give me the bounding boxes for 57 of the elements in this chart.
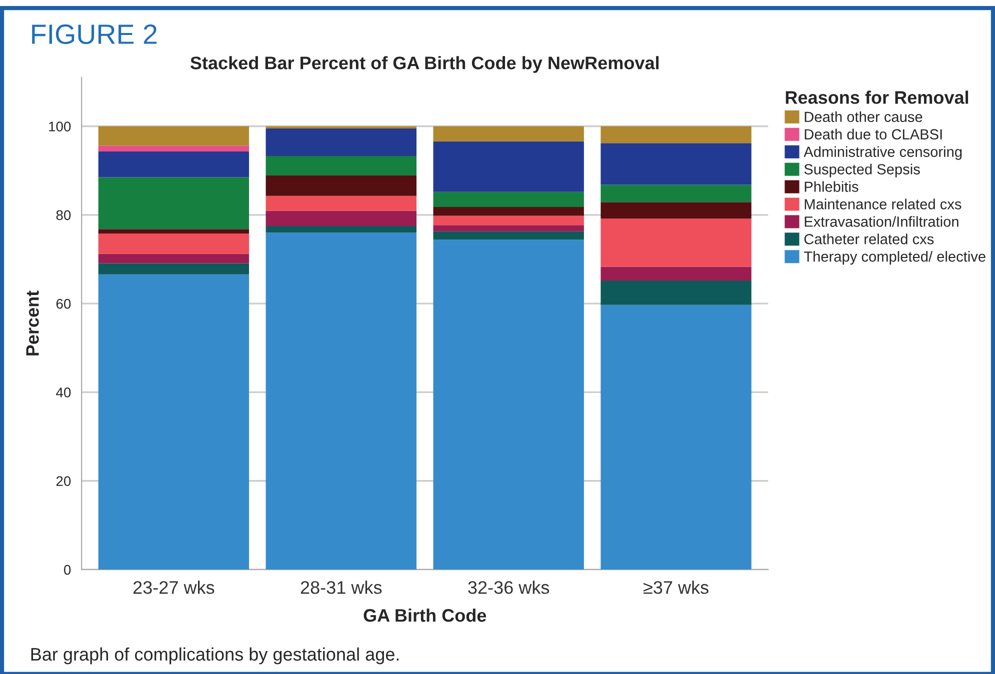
bar bbox=[266, 128, 416, 156]
y-tick-label: 60 bbox=[56, 298, 71, 309]
bar bbox=[433, 225, 584, 232]
y-tick-label: 80 bbox=[56, 210, 71, 220]
y-axis-title: Percent bbox=[26, 290, 39, 356]
bar bbox=[98, 126, 250, 146]
bar bbox=[433, 141, 584, 192]
y-tick-label: 40 bbox=[56, 388, 71, 398]
legend-label: Death due to CLABSI bbox=[804, 128, 942, 140]
bar bbox=[98, 274, 250, 570]
bar bbox=[98, 177, 250, 230]
legend-label: Administrative censoring bbox=[804, 146, 962, 160]
bar bbox=[600, 304, 752, 570]
x-tick-label: 28-31 wks bbox=[300, 580, 382, 594]
bar bbox=[600, 143, 752, 185]
x-tick-label: 32-36 wks bbox=[468, 580, 550, 594]
caption: FIGURE 2 bbox=[32, 24, 157, 44]
bar bbox=[266, 156, 416, 176]
bar bbox=[600, 126, 752, 144]
x-axis-title: GA Birth Code bbox=[364, 608, 486, 622]
bar bbox=[600, 202, 752, 218]
bar bbox=[266, 226, 416, 233]
legend-label: Extravasation/Infiltration bbox=[804, 216, 958, 227]
legend-label: Suspected Sepsis bbox=[804, 164, 920, 178]
bar bbox=[98, 229, 250, 234]
bar bbox=[433, 192, 584, 207]
legend-label: Maintenance related cxs bbox=[804, 198, 962, 210]
bar bbox=[98, 234, 250, 254]
bar bbox=[433, 126, 584, 142]
y-tick-label: 20 bbox=[56, 476, 71, 486]
x-tick-label: 23-27 wks bbox=[133, 580, 214, 594]
bar bbox=[266, 210, 416, 226]
y-tick-label: 100 bbox=[49, 122, 71, 132]
bar bbox=[600, 266, 752, 281]
bar bbox=[98, 254, 250, 264]
chart-title: Stacked Bar Percent of GA Birth Code by NewRemoval bbox=[190, 56, 659, 73]
bar bbox=[98, 146, 250, 152]
bar bbox=[600, 184, 752, 202]
bar bbox=[600, 218, 752, 267]
bar bbox=[433, 231, 584, 240]
bar bbox=[266, 232, 416, 570]
bar bbox=[98, 152, 250, 178]
bar bbox=[433, 206, 584, 216]
bar bbox=[98, 263, 250, 274]
bar bbox=[600, 280, 752, 305]
bar bbox=[266, 175, 416, 196]
legend-label: Phlebitis bbox=[804, 181, 858, 192]
y-tick-label: 0 bbox=[64, 564, 71, 575]
legend-label: Therapy completed/ elective bbox=[804, 251, 986, 265]
x-tick-label: ≥37 wks bbox=[644, 580, 708, 594]
bar bbox=[433, 216, 584, 226]
bar bbox=[433, 240, 584, 570]
text: Bar graph of complications by gestational age. bbox=[31, 647, 399, 664]
legend-label: Catheter related cxs bbox=[804, 234, 934, 244]
legend-title: Reasons for Removal bbox=[786, 90, 968, 104]
legend-label: Death other cause bbox=[804, 111, 922, 122]
bar bbox=[266, 196, 416, 211]
